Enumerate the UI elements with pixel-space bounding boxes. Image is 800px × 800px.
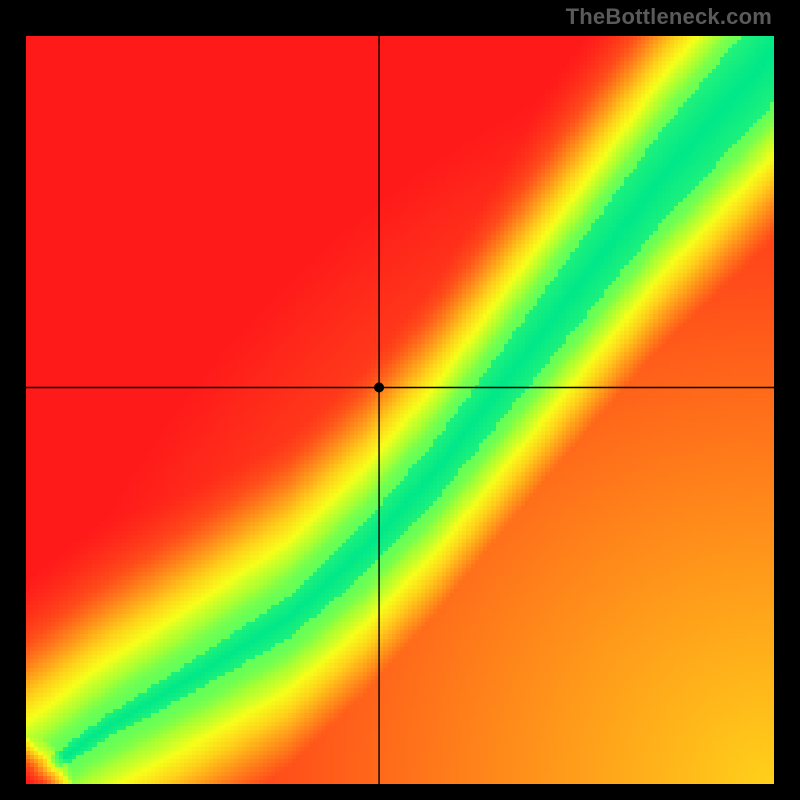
chart-container: { "watermark": { "text": "TheBottleneck.…	[0, 0, 800, 800]
crosshair-overlay	[0, 0, 800, 800]
watermark-text: TheBottleneck.com	[566, 4, 772, 30]
